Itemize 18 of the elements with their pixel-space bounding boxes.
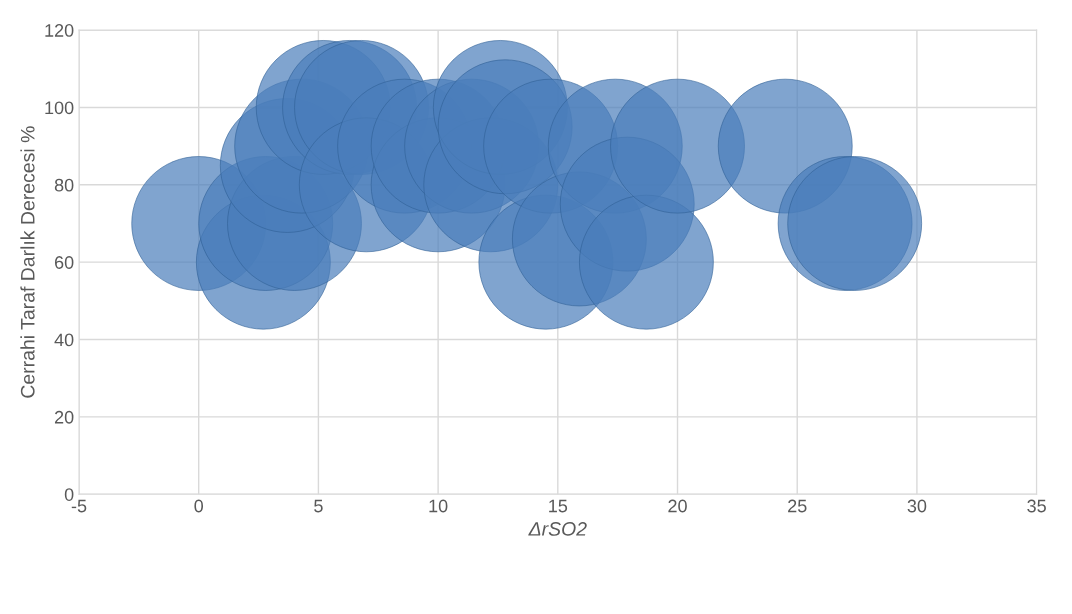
x-tick-label: 5 <box>314 499 323 513</box>
y-tick-label: 120 <box>45 24 74 37</box>
x-tick-label: 25 <box>788 499 807 513</box>
y-tick-label: 40 <box>54 333 74 347</box>
x-tick-label: 30 <box>907 499 927 513</box>
x-tick-label: -5 <box>71 499 87 513</box>
y-tick-label: 80 <box>54 178 74 192</box>
y-axis-title: Cerrahi Taraf Darlık Derecesi % <box>20 126 35 398</box>
x-tick-label: 10 <box>429 499 448 513</box>
x-axis-title: ΔrSO2 <box>528 522 587 536</box>
x-tick-label: 15 <box>549 499 568 513</box>
x-tick-label: 35 <box>1027 499 1046 513</box>
x-tick-label: 0 <box>194 499 204 513</box>
y-tick-label: 100 <box>45 101 74 115</box>
y-tick-label: 60 <box>54 256 74 269</box>
y-tick-label: 20 <box>54 410 74 424</box>
y-tick-label: 0 <box>64 488 74 501</box>
x-tick-label: 20 <box>668 499 687 513</box>
